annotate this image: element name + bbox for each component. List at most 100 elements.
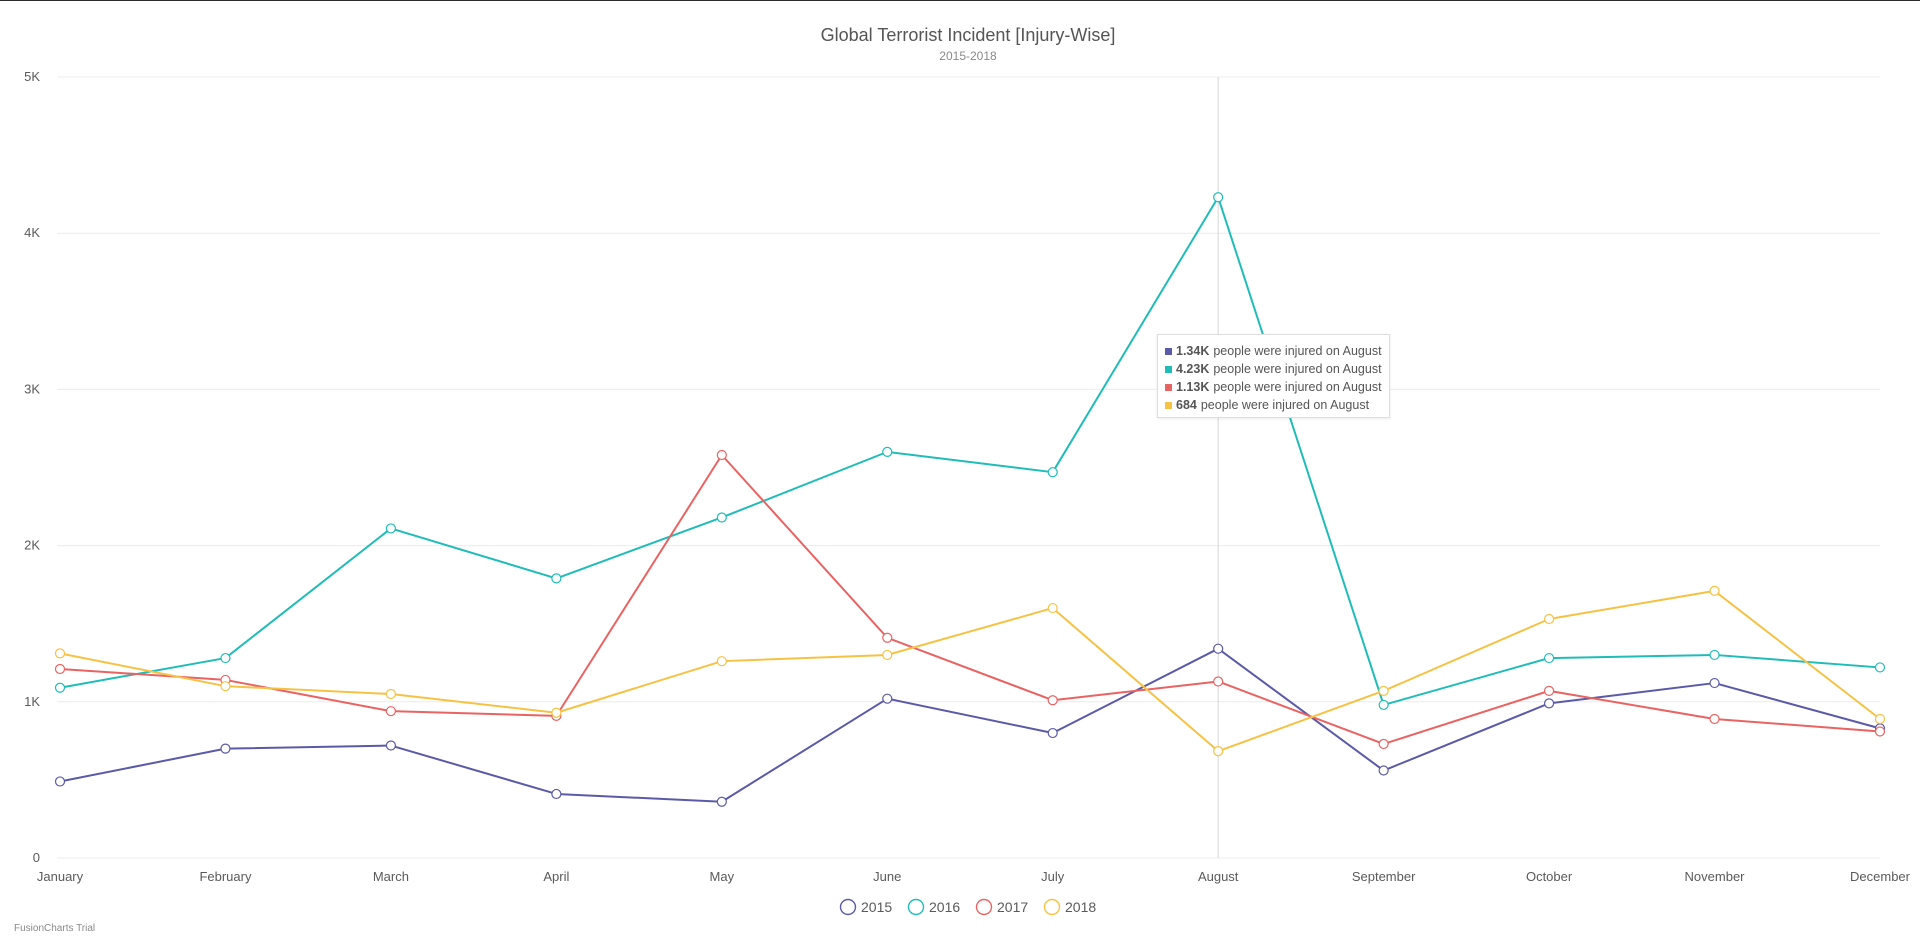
tooltip: 1.34K people were injured on August 4.23K p… <box>1157 334 1390 418</box>
data-point[interactable] <box>716 449 727 461</box>
data-point[interactable] <box>1874 726 1886 737</box>
legend-label: 2017 <box>997 899 1028 915</box>
series-layer <box>54 192 1886 807</box>
data-point[interactable] <box>1047 695 1058 706</box>
legend-label: 2018 <box>1065 899 1096 915</box>
data-point[interactable] <box>1047 467 1058 478</box>
y-tick-label: 4K <box>24 225 40 240</box>
data-point[interactable] <box>716 512 727 523</box>
x-tick-label: May <box>710 869 735 884</box>
tooltip-text: people were injured on August <box>1213 344 1382 358</box>
data-point[interactable] <box>220 652 231 664</box>
data-point[interactable] <box>1047 727 1058 739</box>
tooltip-row: 1.34K people were injured on August <box>1165 342 1382 360</box>
series-2018 <box>54 585 1886 757</box>
tooltip-swatch <box>1165 383 1172 391</box>
tooltip-swatch <box>1165 401 1172 409</box>
data-point[interactable] <box>882 632 893 643</box>
data-point[interactable] <box>882 649 893 661</box>
series-line <box>59 647 1881 803</box>
legend-item-2015[interactable]: 2015 <box>839 898 893 916</box>
data-point[interactable] <box>716 796 727 807</box>
data-point[interactable] <box>385 740 397 751</box>
data-point[interactable] <box>1378 738 1389 750</box>
tooltip-value: 684 <box>1176 398 1197 412</box>
data-point[interactable] <box>220 743 231 754</box>
data-point[interactable] <box>1378 765 1389 776</box>
tooltip-row: 684 people were injured on August <box>1165 396 1382 414</box>
data-point[interactable] <box>385 523 397 534</box>
legend-label: 2015 <box>861 899 892 915</box>
data-point[interactable] <box>1709 585 1720 596</box>
chart-subtitle: 2015-2018 <box>939 49 997 63</box>
y-tick-label: 5K <box>24 69 40 84</box>
chart-title: Global Terrorist Incident [Injury-Wise] <box>821 25 1116 45</box>
series-2016 <box>54 192 1886 711</box>
y-tick-label: 1K <box>24 694 40 709</box>
data-point[interactable] <box>1213 746 1224 757</box>
y-tick-label: 0 <box>33 850 40 865</box>
legend-item-2018[interactable]: 2018 <box>1043 898 1097 916</box>
data-point[interactable] <box>1543 698 1555 709</box>
data-point[interactable] <box>54 776 66 787</box>
data-point[interactable] <box>882 693 893 704</box>
tooltip-value: 4.23K <box>1176 362 1210 376</box>
data-point[interactable] <box>1213 676 1224 687</box>
data-point[interactable] <box>385 706 397 717</box>
data-point[interactable] <box>385 688 397 700</box>
data-point[interactable] <box>1874 662 1886 673</box>
y-tick-label: 3K <box>24 381 40 396</box>
series-2015 <box>54 643 1886 807</box>
data-point[interactable] <box>1543 685 1555 696</box>
x-tick-label: February <box>199 869 252 884</box>
data-point[interactable] <box>1543 613 1555 625</box>
series-line <box>59 589 1881 753</box>
tooltip-text: people were injured on August <box>1200 398 1370 412</box>
data-point[interactable] <box>54 663 66 675</box>
legend-marker <box>839 898 857 916</box>
data-point[interactable] <box>551 573 562 584</box>
series-2017 <box>54 449 1886 750</box>
data-point[interactable] <box>1378 699 1389 711</box>
x-tick-label: December <box>1850 869 1911 884</box>
tooltip-text: people were injured on August <box>1213 362 1382 376</box>
x-tick-label: August <box>1198 869 1239 884</box>
tooltip-row: 4.23K people were injured on August <box>1165 360 1382 378</box>
tooltip-value: 1.13K <box>1176 380 1210 394</box>
legend[interactable]: 2015 2016 2017 2018 <box>839 898 1097 916</box>
data-point[interactable] <box>1213 192 1224 203</box>
data-point[interactable] <box>1378 685 1389 696</box>
data-point[interactable] <box>220 681 231 692</box>
tooltip-text: people were injured on August <box>1213 380 1382 394</box>
x-tick-label: October <box>1526 869 1573 884</box>
legend-item-2017[interactable]: 2017 <box>975 898 1029 916</box>
tooltip-swatch <box>1165 365 1172 373</box>
x-tick-label: March <box>373 869 409 884</box>
x-tick-label: April <box>543 869 569 884</box>
tooltip-swatch <box>1165 347 1172 355</box>
data-point[interactable] <box>1213 643 1224 654</box>
data-point[interactable] <box>1709 713 1720 725</box>
x-axis: January February March April May June July Augu… <box>37 869 1911 884</box>
legend-item-2016[interactable]: 2016 <box>907 898 961 916</box>
legend-marker <box>907 898 925 916</box>
series-line <box>59 454 1881 745</box>
grid-lines <box>57 76 1880 859</box>
data-point[interactable] <box>1543 652 1555 664</box>
data-point[interactable] <box>54 648 66 659</box>
data-point[interactable] <box>551 788 562 800</box>
tooltip-row: 1.13K people were injured on August <box>1165 378 1382 396</box>
x-tick-label: September <box>1352 869 1416 884</box>
x-tick-label: July <box>1041 869 1065 884</box>
data-point[interactable] <box>54 682 66 693</box>
data-point[interactable] <box>1709 677 1720 689</box>
data-point[interactable] <box>1047 602 1058 614</box>
data-point[interactable] <box>882 446 893 457</box>
data-point[interactable] <box>1709 649 1720 661</box>
y-tick-label: 2K <box>24 538 40 553</box>
data-point[interactable] <box>1874 713 1886 725</box>
data-point[interactable] <box>716 656 727 667</box>
y-axis: 0 1K 2K 3K 4K 5K <box>24 69 40 865</box>
data-point[interactable] <box>551 707 562 718</box>
